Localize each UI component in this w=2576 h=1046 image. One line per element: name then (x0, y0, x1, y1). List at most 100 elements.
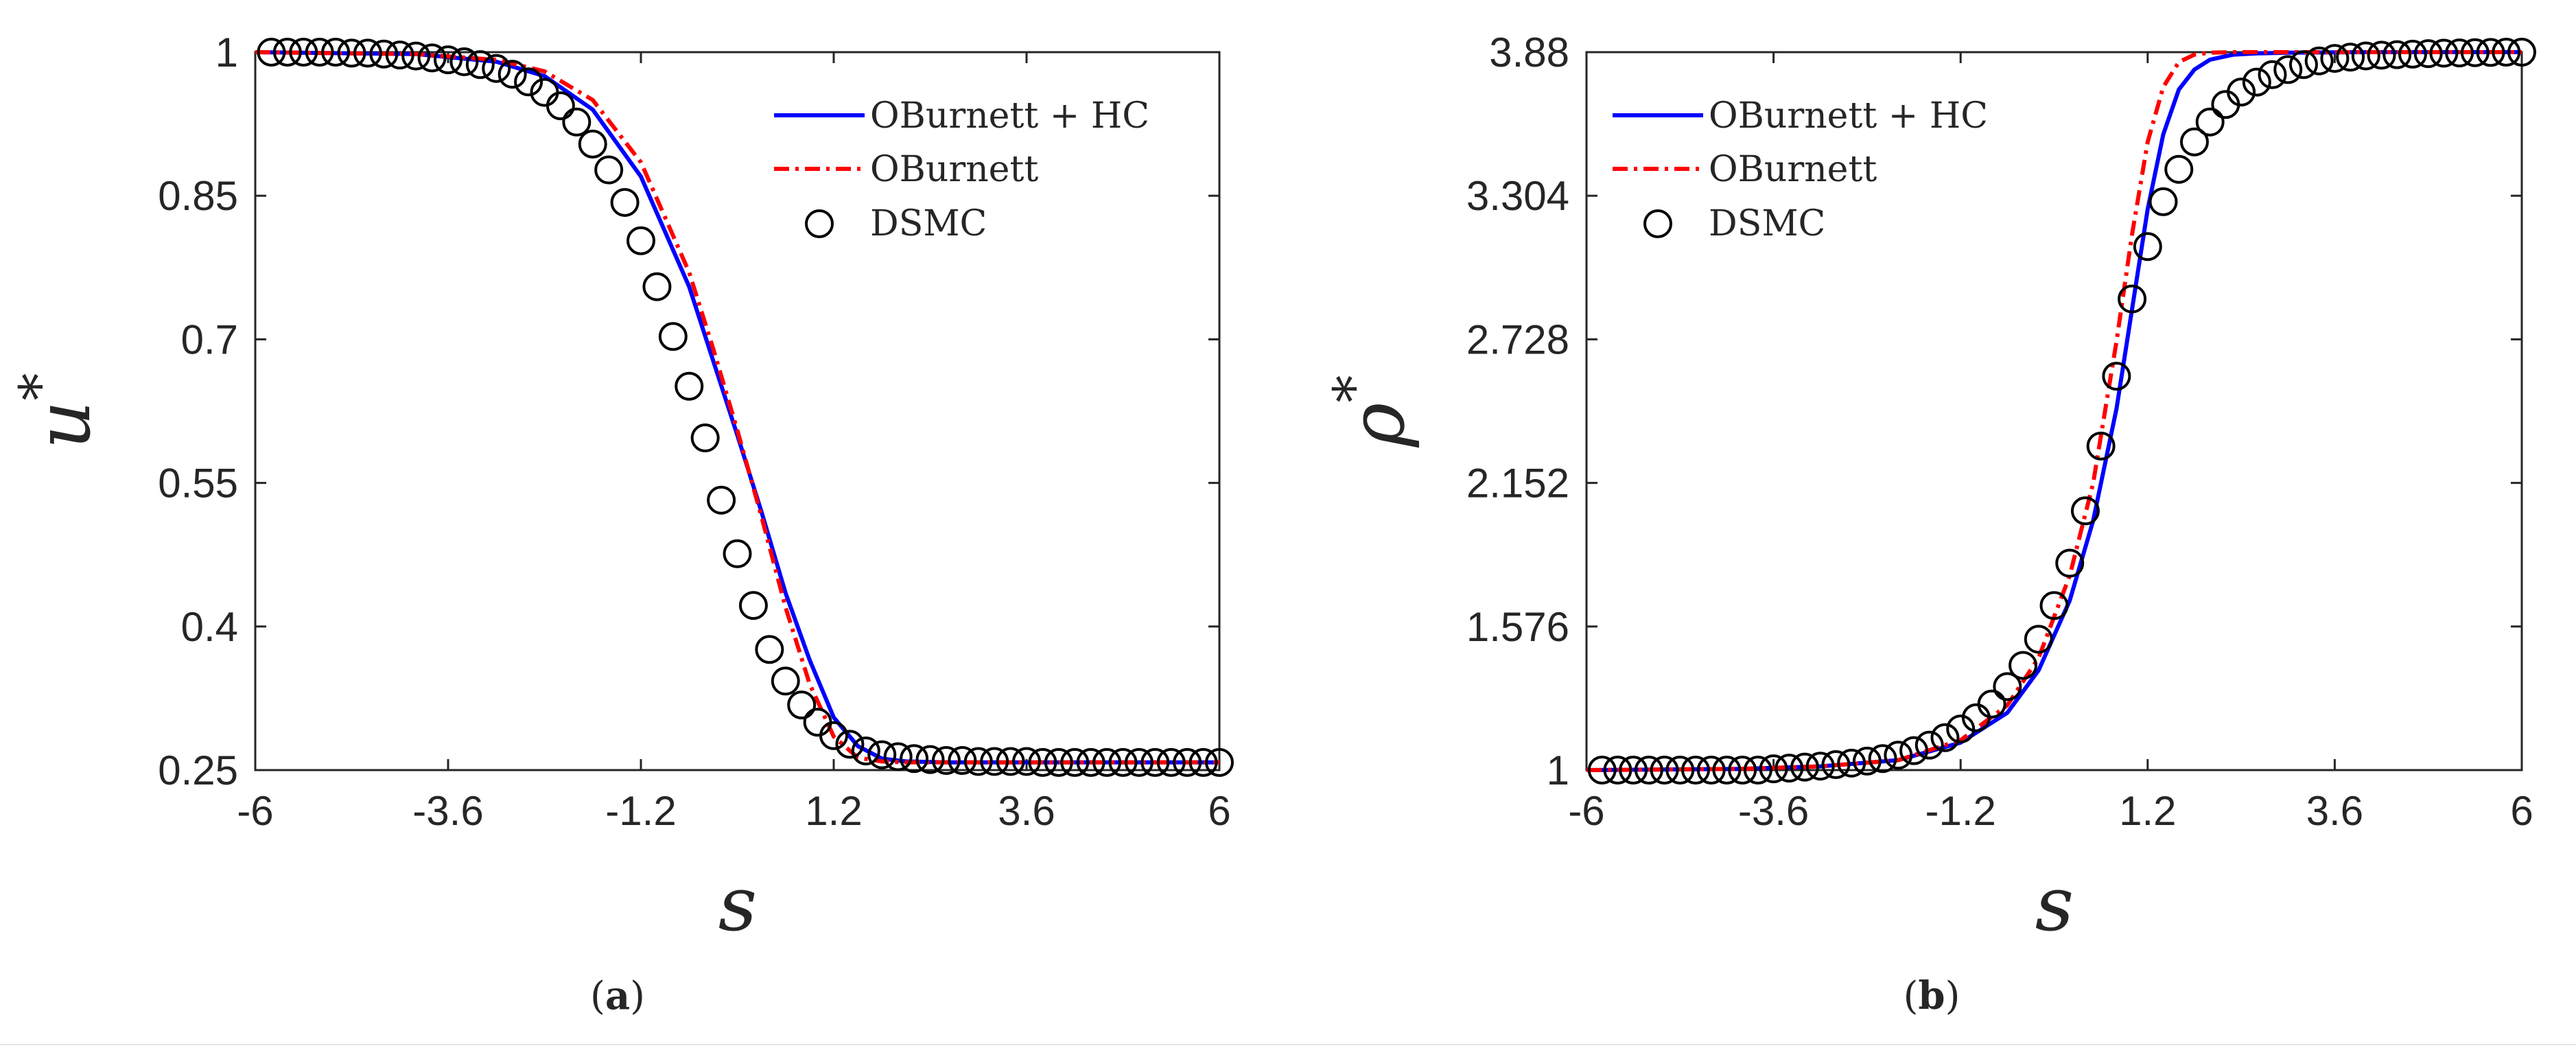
x-tick-label-b-0: -6 (1568, 788, 1604, 834)
dsmc-point-a-31 (755, 635, 784, 664)
dsmc-point-a-38 (867, 740, 897, 769)
dsmc-point-b-23 (1946, 714, 1976, 744)
dsmc-point-b-8 (1712, 756, 1742, 784)
dsmc-point-b-9 (1728, 756, 1757, 784)
dsmc-point-a-53 (1108, 747, 1138, 777)
dsmc-point-a-16 (514, 67, 543, 97)
y-tick-label-b-5: 3.88 (1489, 30, 1569, 75)
caption-a: (a) (590, 973, 645, 1019)
dsmc-point-b-4 (1650, 756, 1679, 784)
dsmc-point-a-19 (562, 107, 592, 137)
dsmc-point-a-42 (931, 746, 961, 776)
dsmc-point-a-18 (546, 91, 575, 121)
dsmc-point-b-22 (1930, 723, 1960, 752)
plot-area-a (254, 51, 1221, 771)
dsmc-point-b-42 (2242, 67, 2271, 97)
x-tick-label-a-1: -3.6 (412, 788, 483, 834)
dsmc-point-b-0 (1587, 756, 1617, 784)
y-tick-label-a-3: 0.7 (181, 316, 238, 362)
x-tick-label-a-0: -6 (237, 788, 273, 834)
dsmc-point-a-56 (1156, 747, 1186, 777)
dsmc-point-b-30 (2055, 548, 2085, 578)
dsmc-point-b-26 (1993, 672, 2022, 701)
dsmc-point-b-38 (2179, 127, 2209, 156)
dsmc-point-b-27 (2009, 651, 2038, 680)
dsmc-point-a-10 (417, 43, 447, 73)
dsmc-point-a-44 (963, 747, 993, 776)
y-tick-label-a-1: 0.4 (181, 604, 238, 650)
dsmc-point-a-25 (658, 322, 688, 351)
dsmc-point-a-49 (1044, 747, 1073, 777)
dsmc-point-b-16 (1837, 748, 1866, 778)
dsmc-point-a-5 (337, 38, 366, 68)
series-a (255, 38, 1234, 777)
dsmc-point-b-19 (1884, 741, 1913, 770)
dsmc-point-a-21 (594, 155, 624, 185)
dsmc-point-b-41 (2227, 78, 2256, 107)
legend-b-label-0: OBurnett + HC (1709, 95, 1988, 137)
dsmc-point-a-0 (257, 38, 286, 67)
dsmc-point-a-7 (369, 39, 399, 69)
dsmc-point-a-26 (675, 371, 704, 401)
caption-b: (b) (1904, 973, 1960, 1019)
dsmc-point-b-49 (2351, 41, 2380, 71)
dsmc-point-b-18 (1868, 744, 1897, 774)
dsmc-point-b-15 (1821, 750, 1851, 780)
dsmc-point-a-39 (883, 742, 913, 771)
dsmc-point-a-59 (1205, 747, 1234, 777)
dsmc-point-a-51 (1076, 747, 1105, 777)
dsmc-point-a-30 (738, 591, 768, 620)
dsmc-point-b-3 (1634, 756, 1663, 784)
dsmc-point-b-20 (1899, 736, 1929, 765)
legend-b: OBurnett + HC OBurnett DSMC (1613, 95, 1988, 244)
dsmc-point-b-11 (1759, 754, 1788, 784)
dsmc-point-a-13 (465, 50, 495, 80)
y-tick-label-b-0: 1 (1547, 747, 1569, 793)
x-tick-label-b-5: 6 (2510, 788, 2533, 834)
y-tick-label-a-4: 0.85 (158, 173, 238, 219)
series-b (1586, 38, 2536, 784)
dsmc-point-a-33 (787, 690, 817, 720)
x-tick-label-b-2: -1.2 (1925, 788, 1996, 834)
panel-a: -6 -3.6 -1.2 1.2 3.6 6 0.25 0.4 0.55 0.7 0.85 1 s u… (8, 30, 1234, 1019)
dsmc-point-a-47 (1012, 747, 1041, 776)
legend-b-label-2: DSMC (1709, 203, 1825, 244)
y-tick-label-a-5: 1 (215, 30, 238, 75)
svg-text:u*: u* (8, 373, 107, 450)
dsmc-point-a-52 (1092, 747, 1122, 777)
dsmc-point-b-21 (1915, 730, 1944, 760)
dsmc-point-b-25 (1977, 689, 2006, 719)
y-tick-label-a-2: 0.55 (158, 461, 238, 507)
dsmc-point-a-36 (835, 730, 865, 759)
y-tick-label-b-2: 2.152 (1466, 461, 1569, 507)
x-tick-label-b-4: 3.6 (2306, 788, 2363, 834)
dsmc-point-b-31 (2070, 496, 2100, 526)
dsmc-point-b-46 (2304, 46, 2334, 75)
dsmc-point-b-54 (2429, 38, 2459, 68)
dsmc-point-a-45 (980, 747, 1009, 776)
oburnett-line-a (255, 50, 1219, 765)
legend-a-label-2: DSMC (870, 203, 987, 244)
y-tick-label-b-4: 3.304 (1466, 173, 1569, 219)
dsmc-point-b-28 (2024, 625, 2053, 654)
legend-a-swatch-2 (805, 209, 834, 238)
dsmc-point-a-4 (321, 38, 351, 67)
dsmc-point-b-32 (2086, 431, 2116, 461)
dsmc-point-b-56 (2460, 38, 2490, 67)
dsmc-point-b-10 (1743, 756, 1772, 784)
panel-b: -6 -3.6 -1.2 1.2 3.6 6 1 1.576 2.152 2.728 3.304 3.… (1322, 30, 2536, 1019)
dsmc-point-b-1 (1603, 756, 1632, 784)
dsmc-point-a-3 (305, 38, 334, 67)
dsmc-point-b-55 (2445, 38, 2474, 68)
dsmc-point-b-29 (2039, 591, 2069, 620)
legend-a-label-0: OBurnett + HC (870, 95, 1149, 137)
dsmc-point-a-29 (723, 539, 752, 568)
y-axis-label-b-sup: * (1322, 375, 1385, 403)
dsmc-point-a-14 (482, 54, 511, 83)
dsmc-point-b-35 (2133, 232, 2162, 262)
legend-a: OBurnett + HC OBurnett DSMC (774, 95, 1149, 244)
dsmc-point-a-20 (578, 129, 607, 159)
dsmc-point-b-50 (2367, 40, 2396, 70)
dsmc-point-b-51 (2382, 40, 2412, 69)
